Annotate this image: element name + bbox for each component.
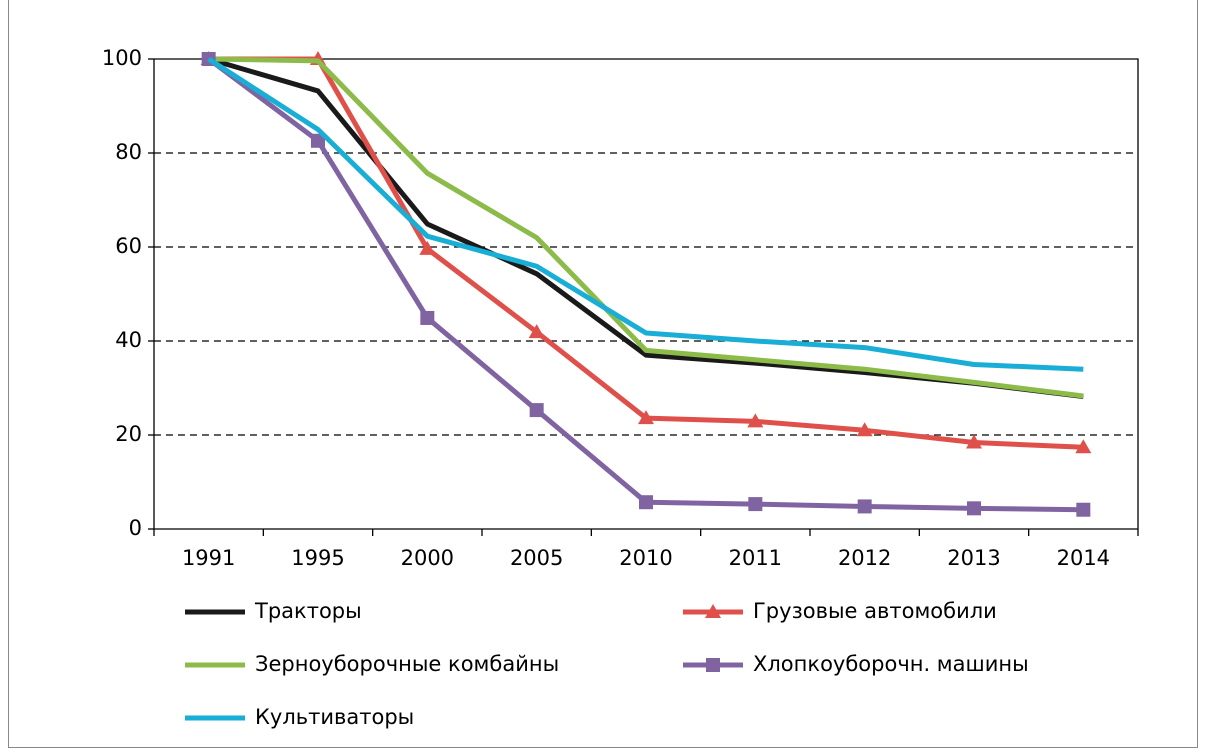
point-marker	[1075, 439, 1092, 454]
legend-marker	[705, 604, 721, 618]
legend-label: Культиваторы	[255, 705, 414, 729]
y-tick-label: 0	[129, 516, 142, 540]
x-tick-label: 2000	[401, 546, 454, 570]
y-tick-label: 100	[102, 46, 142, 70]
series-line	[207, 56, 1084, 372]
point-marker	[528, 324, 545, 339]
y-tick-label: 40	[115, 328, 142, 352]
point-marker	[1076, 502, 1091, 517]
point-marker	[747, 413, 764, 428]
point-marker	[857, 499, 872, 514]
legend-label: Хлопкоуборочн. машины	[753, 652, 1029, 676]
point-marker	[529, 403, 544, 418]
point-marker	[420, 310, 435, 325]
frame	[8, 0, 1198, 748]
x-tick-label: 1991	[182, 546, 235, 570]
legend-marker	[706, 658, 720, 672]
x-tick-label: 2011	[729, 546, 782, 570]
x-tick-label: 2010	[619, 546, 672, 570]
legend-label: Грузовые автомобили	[753, 599, 997, 623]
point-marker	[966, 434, 982, 449]
point-marker	[419, 240, 436, 255]
x-tick-label: 2014	[1057, 546, 1110, 570]
point-marker	[856, 422, 873, 437]
point-marker	[967, 501, 981, 516]
y-tick-label: 80	[115, 140, 142, 164]
point-marker	[311, 133, 325, 148]
series-line	[208, 56, 1084, 399]
legend-label: Тракторы	[254, 599, 362, 623]
x-tick-label: 2013	[947, 546, 1000, 570]
plot-border	[154, 58, 1139, 529]
point-marker	[639, 495, 653, 510]
x-tick-label: 1995	[291, 546, 344, 570]
point-marker	[638, 410, 654, 425]
x-tick-label: 2005	[510, 546, 563, 570]
legend-label: Зерноуборочные комбайны	[255, 652, 559, 676]
point-marker	[748, 497, 763, 512]
y-tick-label: 60	[115, 234, 142, 258]
series-line	[207, 56, 1084, 399]
y-tick-label: 20	[115, 422, 142, 446]
x-tick-label: 2012	[838, 546, 891, 570]
